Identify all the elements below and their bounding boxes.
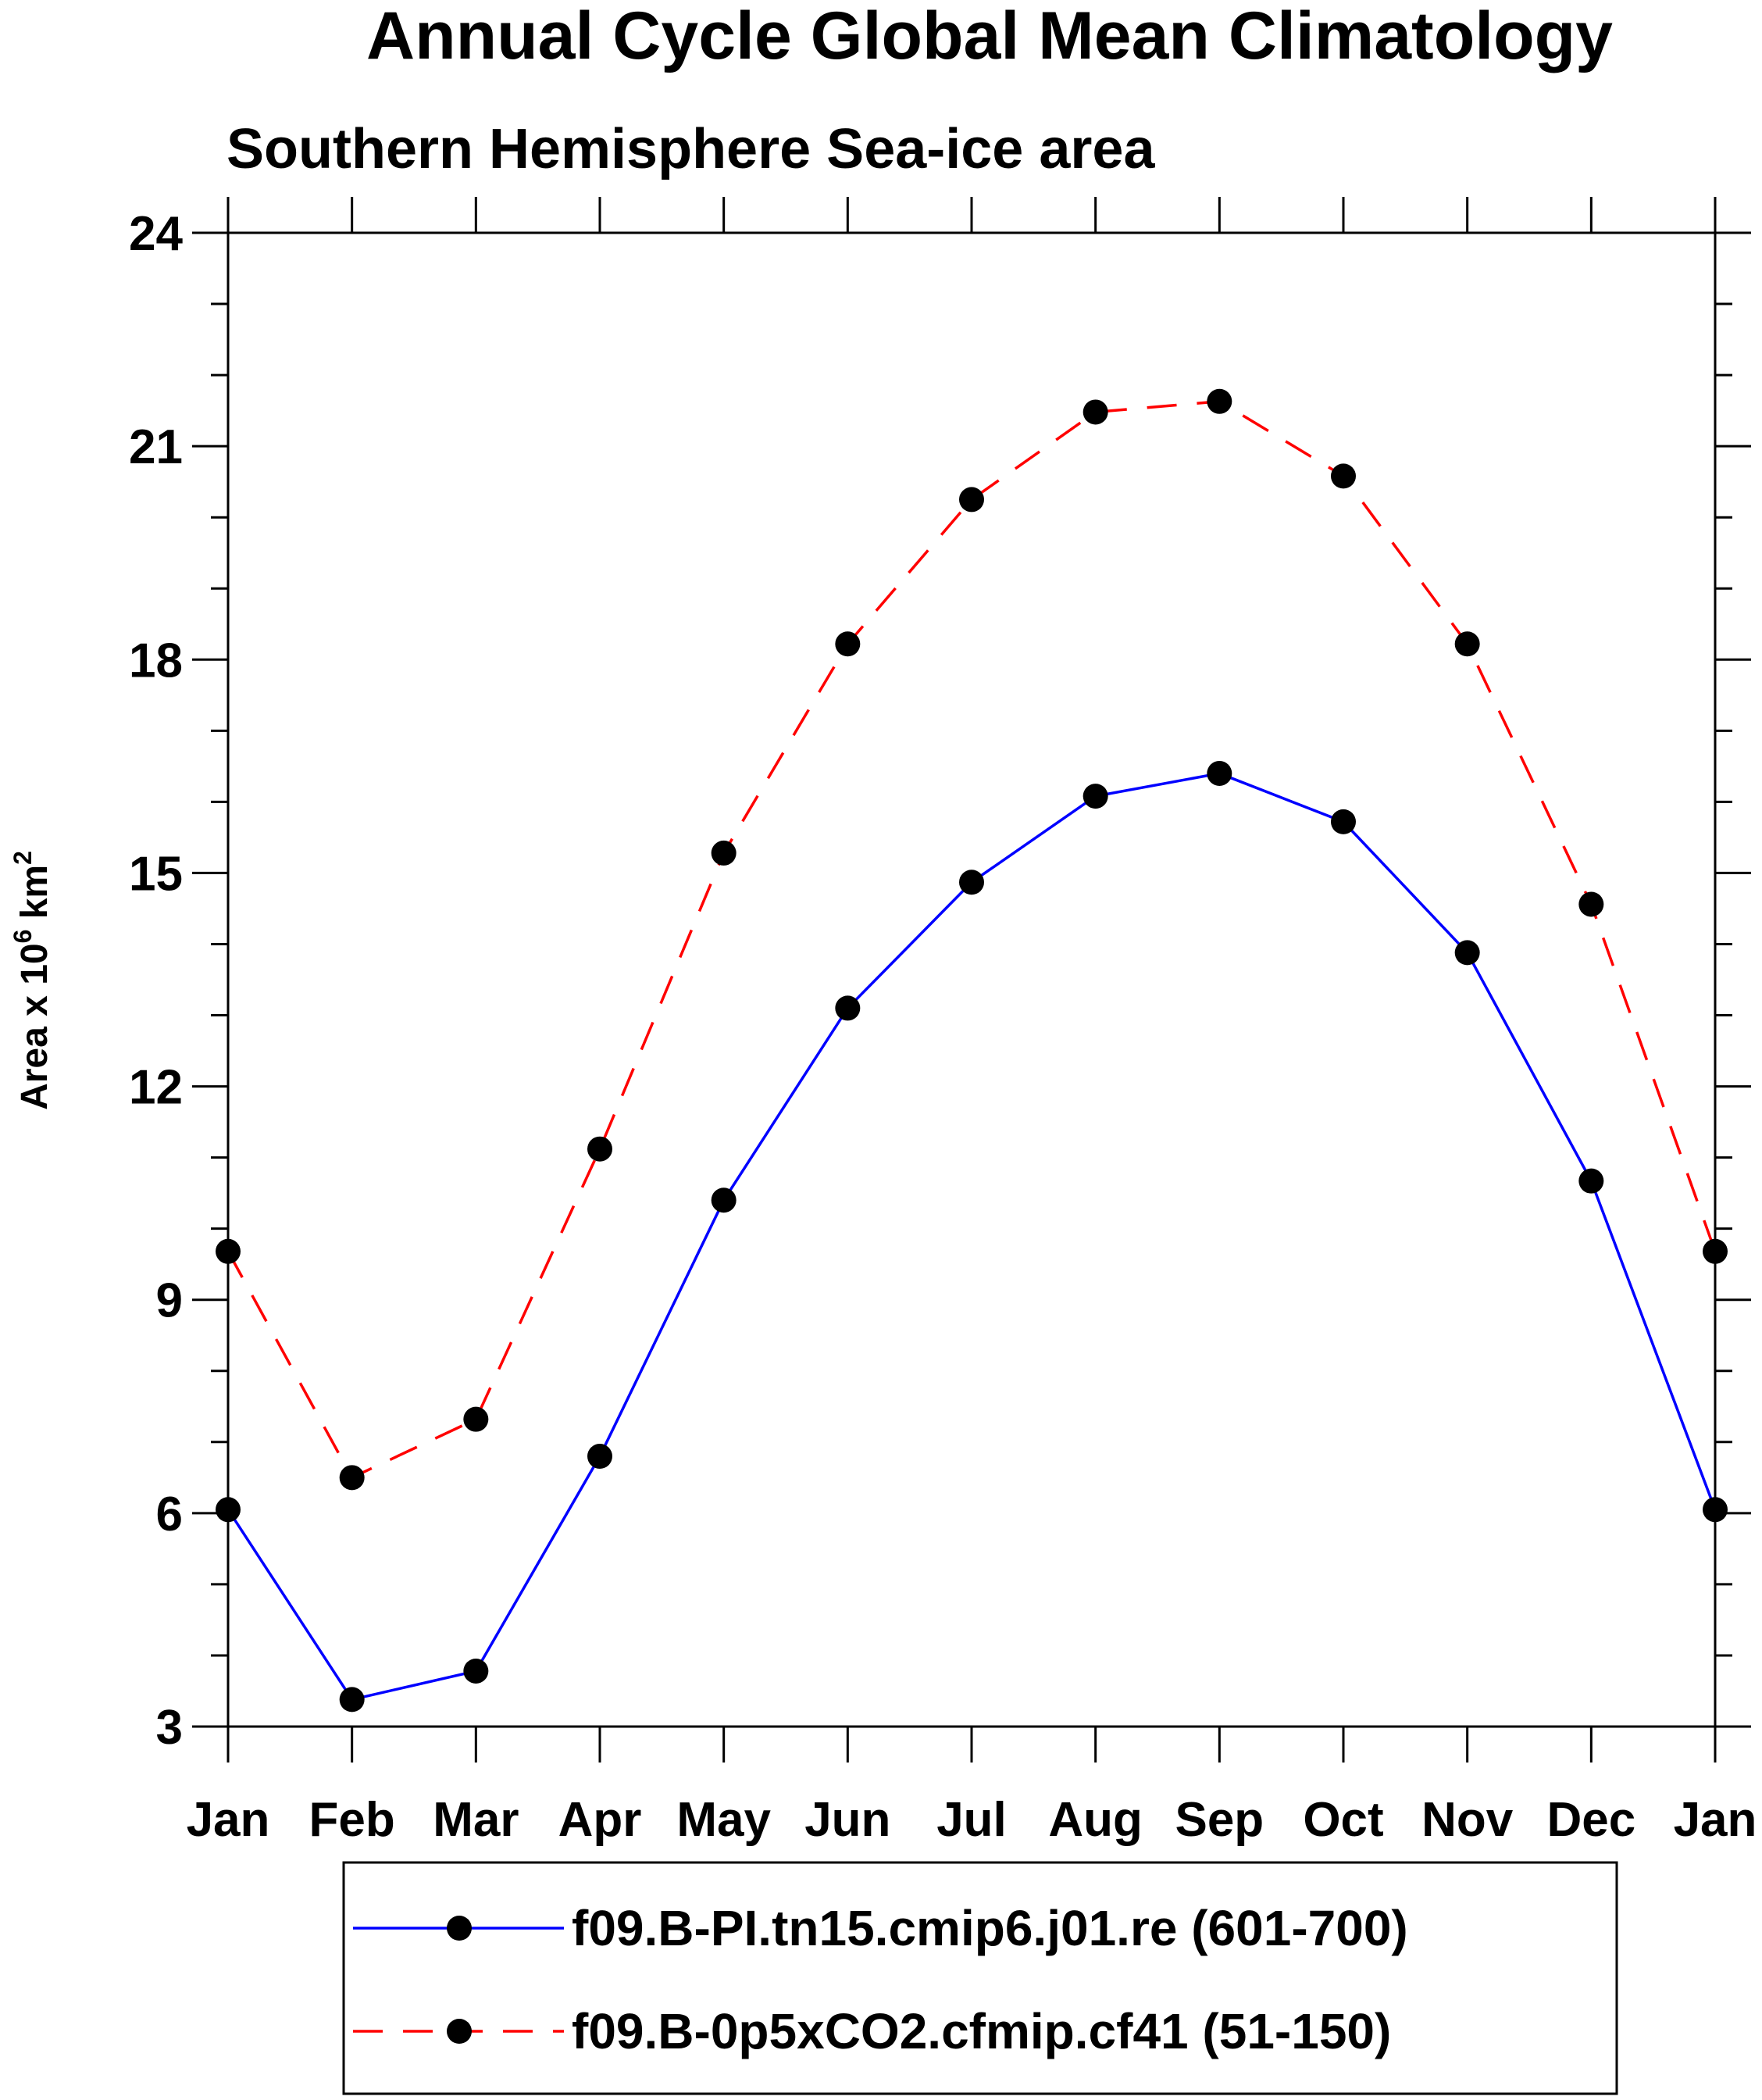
y-axis-label-unit: km [14,865,55,930]
series-line [226,772,1717,1702]
data-point [587,1444,612,1470]
data-point [835,631,861,657]
x-tick-label: Mar [433,1793,519,1847]
series-2 [216,388,1728,1491]
y-axis-label-unit-exponent: 2 [9,851,37,865]
data-point [1331,463,1356,489]
data-point [1331,809,1356,834]
x-tick-label: Aug [1048,1793,1143,1847]
y-tick-label: 18 [129,634,183,688]
data-point [1083,784,1108,809]
x-tick-label: Nov [1421,1793,1514,1847]
axis-ticks [192,197,1751,1762]
y-tick-label: 15 [129,847,183,901]
y-tick-label: 24 [129,207,183,261]
chart-subtitle: Southern Hemisphere Sea-ice area [226,118,1155,180]
y-tick-labels: 3 6 9 12 15 18 21 24 [129,207,183,1755]
data-point [463,1406,489,1432]
y-axis-label-exponent: 6 [9,930,37,944]
plot-frame [226,231,1717,1728]
data-point [339,1465,365,1491]
x-tick-label: Jul [936,1793,1007,1847]
y-tick-label: 12 [129,1061,183,1115]
data-point [587,1136,612,1162]
data-point [339,1687,365,1712]
x-tick-label: Feb [309,1793,395,1847]
series-line [226,399,1717,1480]
x-tick-labels: Jan Feb Mar Apr May Jun Jul Aug Sep Oct Nov Dec Jan [187,1793,1757,1847]
data-point [1207,388,1232,414]
svg-text:Area x 106 km2: Area x 106 km2 [9,851,55,1110]
legend-marker [447,2019,472,2044]
data-point [1454,940,1480,966]
data-point [1578,1168,1604,1194]
data-point [835,995,861,1021]
legend-box [342,1861,1618,2095]
x-tick-label: Sep [1175,1793,1264,1847]
legend-label: f09.B-0p5xCO2.cfmip.cf41 (51-150) [572,2003,1391,2059]
data-point [711,1188,737,1213]
y-axis-label-prefix: Area x 10 [14,943,55,1110]
data-point [711,840,737,866]
x-tick-label: Jun [804,1793,890,1847]
data-point [463,1658,489,1684]
data-point [1207,760,1232,786]
y-axis-label: Area x 106 km2 [9,851,55,1110]
y-tick-label: 3 [156,1701,183,1755]
legend-marker [447,1916,472,1941]
x-tick-label: May [676,1793,771,1847]
legend: f09.B-PI.tn15.cmip6.j01.re (601-700) f09.… [342,1861,1618,2095]
data-point [1454,631,1480,657]
x-tick-label: Jan [187,1793,270,1847]
legend-label: f09.B-PI.tn15.cmip6.j01.re (601-700) [572,1900,1408,1956]
data-point [959,487,984,512]
y-tick-label: 9 [156,1274,183,1328]
series-layer [216,388,1728,1712]
series-1 [216,760,1728,1712]
y-tick-label: 21 [129,420,183,474]
data-point [1083,399,1108,425]
x-tick-label: Apr [558,1793,642,1847]
chart-title: Annual Cycle Global Mean Climatology [366,0,1613,73]
data-point [959,870,984,895]
x-tick-label: Jan [1674,1793,1757,1847]
data-point [1578,891,1604,917]
x-tick-label: Dec [1546,1793,1635,1847]
y-tick-label: 6 [156,1488,183,1541]
x-tick-label: Oct [1303,1793,1383,1847]
